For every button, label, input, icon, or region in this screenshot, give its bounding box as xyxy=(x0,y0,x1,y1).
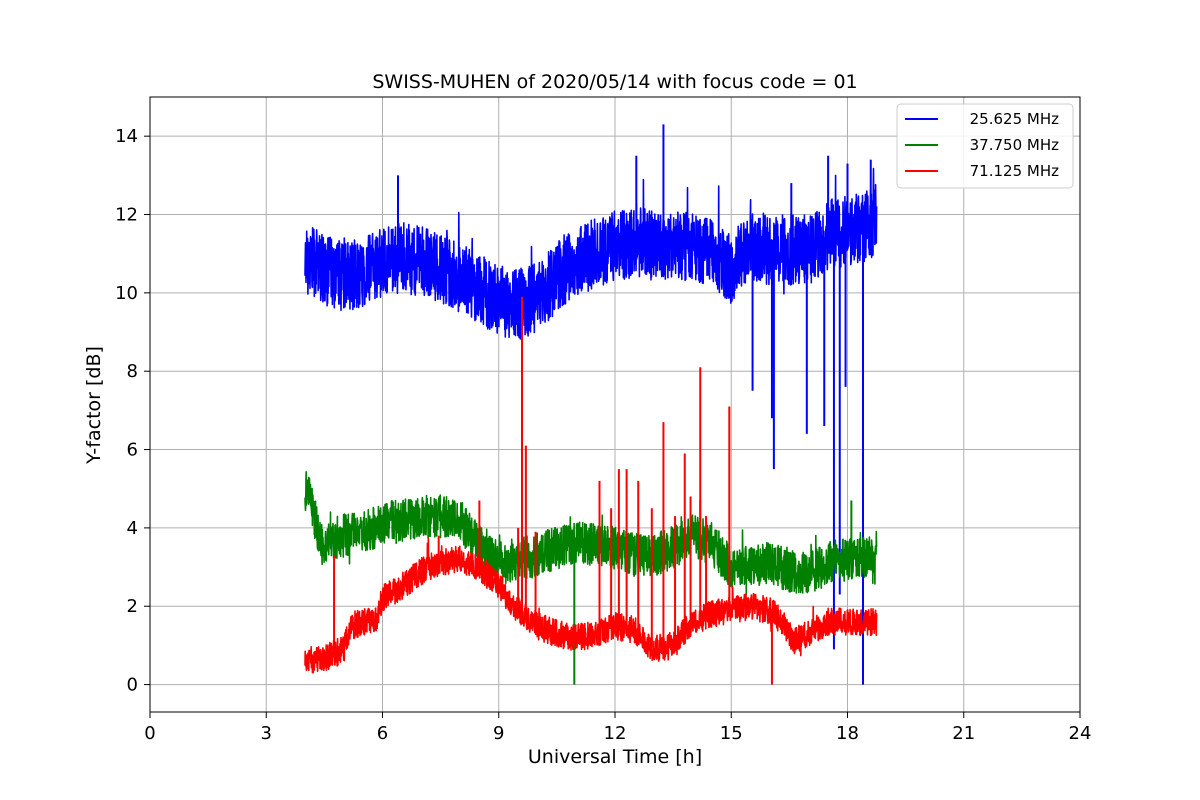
x-tick-label: 9 xyxy=(493,723,504,744)
x-tick-label: 3 xyxy=(261,723,272,744)
x-tick-label: 18 xyxy=(836,723,859,744)
y-tick-label: 14 xyxy=(115,126,138,147)
x-tick-label: 24 xyxy=(1069,723,1092,744)
y-axis-label: Y-factor [dB] xyxy=(83,346,105,465)
y-tick-label: 8 xyxy=(127,361,138,382)
chart-title: SWISS-MUHEN of 2020/05/14 with focus cod… xyxy=(372,71,857,93)
x-tick-label: 0 xyxy=(144,723,155,744)
plot-area xyxy=(304,124,878,685)
series-line-2 xyxy=(304,471,878,596)
y-tick-label: 2 xyxy=(127,596,138,617)
y-tick-label: 12 xyxy=(115,205,138,226)
x-tick-label: 12 xyxy=(604,723,627,744)
x-tick-label: 15 xyxy=(720,723,743,744)
y-tick-label: 4 xyxy=(127,518,138,539)
legend-label: 37.750 MHz xyxy=(970,136,1059,154)
legend-box xyxy=(896,103,1074,189)
legend-label: 25.625 MHz xyxy=(970,110,1059,128)
x-axis-label: Universal Time [h] xyxy=(528,746,702,768)
x-tick-label: 6 xyxy=(377,723,388,744)
legend-label: 71.125 MHz xyxy=(970,162,1059,180)
series-line-3 xyxy=(304,538,878,674)
legend: 25.625 MHz 37.750 MHz 71.125 MHz xyxy=(896,103,1074,189)
x-tick-label: 21 xyxy=(952,723,975,744)
y-tick-label: 10 xyxy=(115,283,138,304)
y-tick-label: 6 xyxy=(127,440,138,461)
series-line-1 xyxy=(304,167,878,340)
y-tick-label: 0 xyxy=(127,675,138,696)
